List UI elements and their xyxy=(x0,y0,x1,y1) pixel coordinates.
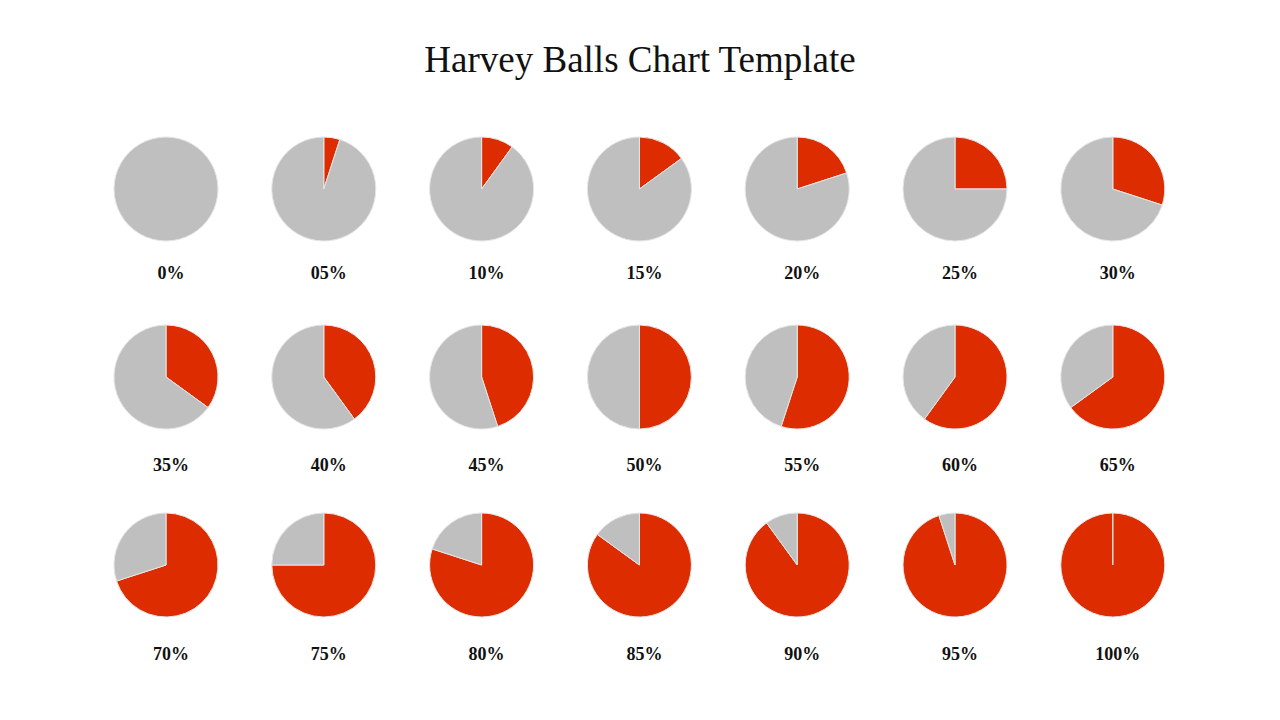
svg-text:30%: 30% xyxy=(1100,263,1136,283)
svg-text:35%: 35% xyxy=(153,455,189,475)
svg-text:55%: 55% xyxy=(784,455,820,475)
svg-text:05%: 05% xyxy=(311,263,347,283)
svg-text:25%: 25% xyxy=(942,263,978,283)
svg-text:40%: 40% xyxy=(311,455,347,475)
svg-text:85%: 85% xyxy=(626,644,662,664)
svg-text:45%: 45% xyxy=(469,455,505,475)
svg-text:100%: 100% xyxy=(1095,644,1140,664)
svg-text:60%: 60% xyxy=(942,455,978,475)
svg-text:Harvey Balls Chart Template: Harvey Balls Chart Template xyxy=(424,39,855,80)
svg-text:65%: 65% xyxy=(1100,455,1136,475)
svg-text:75%: 75% xyxy=(311,644,347,664)
svg-text:10%: 10% xyxy=(469,263,505,283)
svg-text:95%: 95% xyxy=(942,644,978,664)
svg-text:0%: 0% xyxy=(158,263,185,283)
svg-text:15%: 15% xyxy=(626,263,662,283)
svg-text:70%: 70% xyxy=(153,644,189,664)
svg-text:20%: 20% xyxy=(784,263,820,283)
svg-text:50%: 50% xyxy=(626,455,662,475)
svg-text:90%: 90% xyxy=(784,644,820,664)
svg-text:80%: 80% xyxy=(469,644,505,664)
